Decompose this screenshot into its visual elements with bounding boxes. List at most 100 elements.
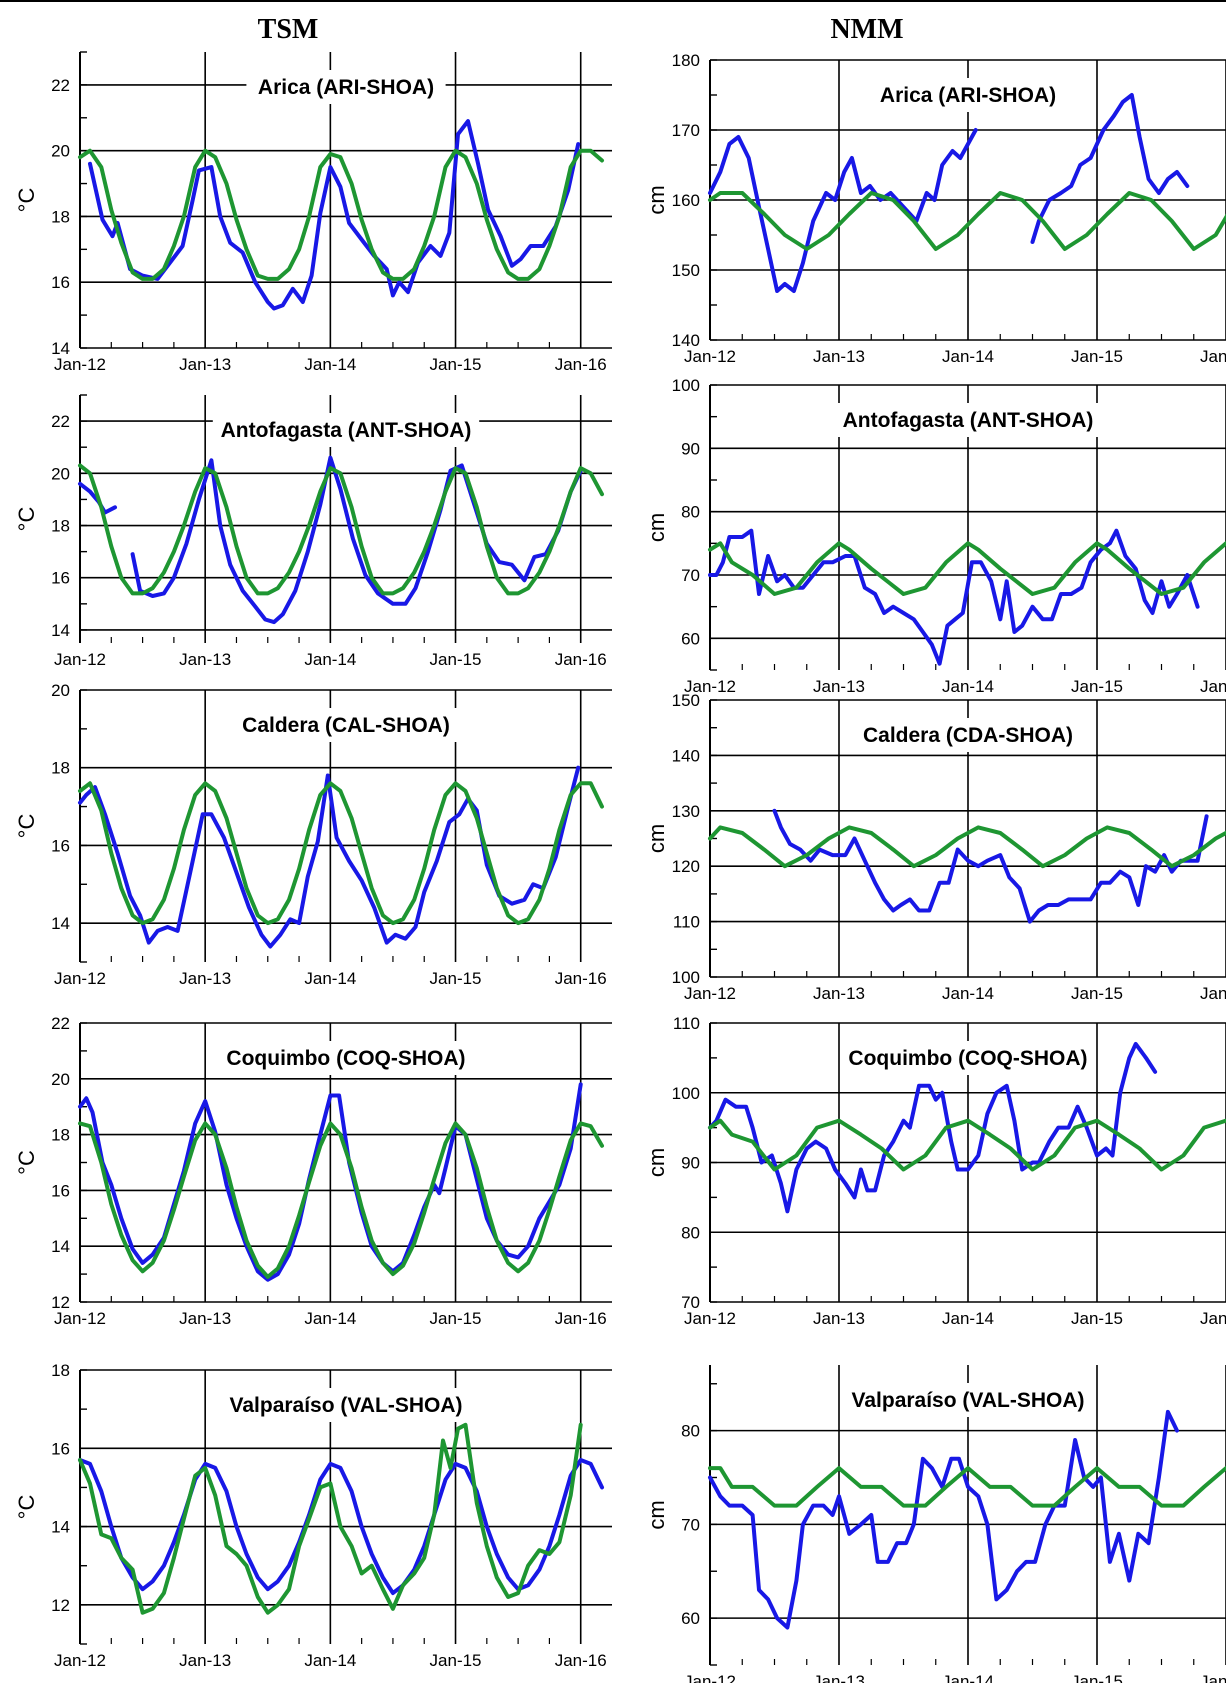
x-tick-label: Jan-15: [430, 650, 482, 669]
x-tick-label: Jan-13: [813, 347, 865, 366]
y-tick-label: 150: [672, 261, 700, 280]
x-tick-label: Jan-16: [1200, 1309, 1226, 1328]
chart-title-background: [246, 70, 446, 104]
x-tick-label: Jan-13: [813, 1309, 865, 1328]
y-tick-label: 20: [51, 142, 70, 161]
x-tick-label: Jan-16: [555, 969, 607, 988]
y-tick-label: 14: [51, 339, 70, 358]
y-tick-label: 20: [51, 681, 70, 700]
y-tick-label: 110: [673, 913, 700, 932]
x-tick-label: Jan-14: [942, 984, 994, 1003]
y-axis-label: °C: [14, 1495, 39, 1520]
y-tick-label: 16: [51, 569, 70, 588]
y-tick-label: 22: [51, 412, 70, 431]
y-tick-label: 12: [51, 1293, 70, 1312]
climatology-series-line: [708, 541, 1226, 596]
x-tick-label: Jan-15: [1071, 984, 1123, 1003]
observed-series-line: [708, 128, 978, 293]
y-axis-label: cm: [644, 185, 669, 214]
x-tick-label: Jan-15: [430, 969, 482, 988]
chart-panel: Jan-12 Jan-13 Jan-14 Jan-15 Jan-16 14 16 18 20 22…: [14, 394, 612, 669]
x-tick-label: Jan-14: [942, 1672, 994, 1683]
x-tick-label: Jan-14: [942, 677, 994, 696]
chart-title: Arica (ARI-SHOA): [258, 76, 434, 99]
climatology-series-line: [708, 1466, 1226, 1508]
y-tick-label: 120: [672, 857, 700, 876]
y-tick-label: 140: [672, 331, 700, 350]
chart-title-background: [212, 413, 480, 447]
x-tick-label: Jan-16: [1200, 677, 1226, 696]
y-tick-label: 18: [51, 1126, 70, 1145]
y-tick-label: 60: [681, 1609, 700, 1628]
y-tick-label: 16: [51, 1181, 70, 1200]
x-tick-label: Jan-15: [1071, 677, 1123, 696]
y-axis-label: °C: [14, 507, 39, 532]
y-tick-label: 100: [672, 1084, 700, 1103]
chart-title: Arica (ARI-SHOA): [880, 84, 1056, 107]
y-tick-label: 12: [51, 1596, 70, 1615]
x-tick-label: Jan-12: [54, 969, 106, 988]
x-tick-label: Jan-14: [304, 1651, 356, 1670]
y-tick-label: 70: [681, 1515, 700, 1534]
y-axis-label: °C: [14, 814, 39, 839]
x-tick-label: Jan-16: [555, 1309, 607, 1328]
x-tick-label: Jan-14: [304, 355, 356, 374]
y-tick-label: 80: [681, 1422, 700, 1441]
chart-title-background: [229, 1041, 463, 1075]
observed-series-line: [708, 1041, 1158, 1214]
y-tick-label: 16: [51, 836, 70, 855]
y-tick-label: 180: [672, 51, 700, 70]
x-tick-label: Jan-12: [54, 650, 106, 669]
y-tick-label: 18: [51, 759, 70, 778]
y-tick-label: 90: [681, 439, 700, 458]
y-tick-label: 100: [672, 376, 700, 395]
chart-panel: Jan-12 Jan-13 Jan-14 Jan-15 Jan-16 60 70 80 90 10…: [644, 376, 1226, 696]
chart-title: Valparaíso (VAL-SHOA): [852, 1389, 1085, 1412]
x-tick-label: Jan-14: [942, 347, 994, 366]
y-axis-label: cm: [644, 1500, 669, 1529]
chart-panel: Jan-12 Jan-13 Jan-14 Jan-15 Jan-16 140 150 160 1…: [644, 51, 1226, 366]
observed-series-line: [130, 455, 583, 625]
x-tick-label: Jan-12: [54, 1309, 106, 1328]
y-tick-label: 150: [672, 691, 700, 710]
y-tick-label: 14: [51, 1237, 70, 1256]
climatology-series-line: [78, 463, 604, 596]
climatology-series-line: [708, 1118, 1226, 1172]
column-title-tsm: TSM: [257, 14, 319, 45]
x-tick-label: Jan-16: [1200, 347, 1226, 366]
y-tick-label: 70: [681, 566, 700, 585]
x-tick-label: Jan-12: [684, 1309, 736, 1328]
chart-title-background: [851, 1041, 1085, 1075]
climatology-series-line: [708, 825, 1226, 869]
column-title-nmm: NMM: [830, 14, 904, 45]
x-tick-label: Jan-15: [430, 1651, 482, 1670]
x-tick-label: Jan-12: [684, 677, 736, 696]
y-axis-label: cm: [644, 1148, 669, 1177]
chart-panel: Jan-12 Jan-13 Jan-14 Jan-15 Jan-16 14 16 18 20 22…: [14, 51, 612, 374]
x-tick-label: Jan-12: [54, 355, 106, 374]
x-tick-label: Jan-12: [684, 1672, 736, 1683]
observed-series-line: [708, 1409, 1179, 1630]
x-tick-label: Jan-13: [179, 1651, 231, 1670]
observed-series-line: [78, 1458, 604, 1596]
x-tick-label: Jan-13: [179, 650, 231, 669]
x-tick-label: Jan-16: [1200, 984, 1226, 1003]
x-tick-label: Jan-15: [1071, 347, 1123, 366]
x-tick-label: Jan-16: [555, 355, 607, 374]
x-tick-label: Jan-14: [942, 1309, 994, 1328]
chart-title: Antofagasta (ANT-SHOA): [221, 419, 472, 442]
chart-panel: Jan-12 Jan-13 Jan-14 Jan-15 Jan-16 12 14 16 18 °C…: [14, 1361, 612, 1670]
y-tick-label: 14: [51, 914, 70, 933]
chart-title-background: [840, 1383, 1096, 1417]
climatology-series-line: [78, 1121, 604, 1279]
x-tick-label: Jan-16: [1200, 1672, 1226, 1683]
y-tick-label: 20: [51, 464, 70, 483]
y-tick-label: 130: [672, 802, 700, 821]
observed-series-line: [708, 528, 1200, 666]
chart-panel: Jan-12 Jan-13 Jan-14 Jan-15 Jan-16 100 110 120 1…: [644, 691, 1226, 1003]
x-tick-label: Jan-16: [555, 1651, 607, 1670]
chart-title-background: [857, 718, 1079, 752]
y-tick-label: 18: [51, 517, 70, 536]
x-tick-label: Jan-13: [179, 1309, 231, 1328]
